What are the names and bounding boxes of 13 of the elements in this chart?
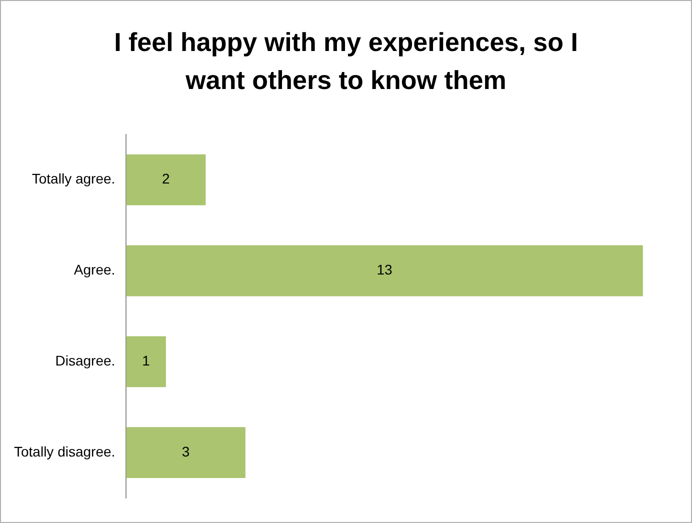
y-tick-label: Agree. xyxy=(74,262,116,278)
y-tick-label: Disagree. xyxy=(55,352,116,369)
bar xyxy=(126,245,643,296)
bar xyxy=(126,154,206,206)
y-tick-label: Totally agree. xyxy=(32,170,116,187)
data-label: 3 xyxy=(182,443,190,460)
bar xyxy=(126,427,246,478)
data-label: 13 xyxy=(376,262,393,278)
data-label: 1 xyxy=(142,352,150,369)
bar xyxy=(126,336,166,388)
data-label: 2 xyxy=(162,170,170,187)
y-tick-label: Totally disagree. xyxy=(14,443,116,460)
chart-title: I feel happy with my experiences, so I want others to know them xyxy=(113,26,579,97)
